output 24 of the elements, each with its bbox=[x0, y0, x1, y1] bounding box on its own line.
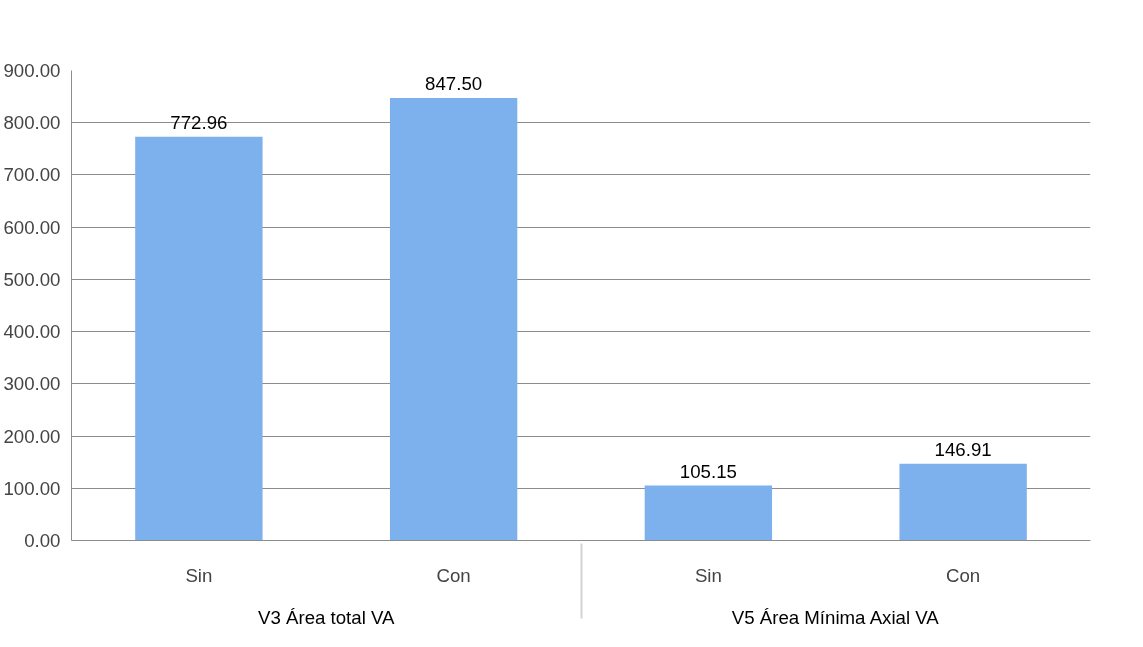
bar bbox=[644, 485, 773, 541]
data-label: 847.50 bbox=[425, 72, 483, 94]
x-tick-label: Con bbox=[946, 564, 981, 586]
data-label: 146.91 bbox=[934, 438, 992, 460]
y-tick-label: 800.00 bbox=[3, 112, 61, 134]
y-tick-label: 0.00 bbox=[24, 530, 61, 551]
text: V3 Área total VA bbox=[257, 606, 396, 628]
bar bbox=[135, 136, 263, 541]
bar bbox=[389, 97, 518, 541]
text: V5 Área Mínima Axial VA bbox=[731, 606, 940, 628]
y-tick-label: 100.00 bbox=[3, 477, 61, 499]
data-label: 105.15 bbox=[679, 460, 737, 482]
bar bbox=[899, 463, 1027, 541]
x-tick-label: Sin bbox=[185, 564, 213, 586]
y-tick-label: 200.00 bbox=[3, 425, 61, 447]
y-tick-label: 900.00 bbox=[3, 60, 61, 81]
y-tick-label: 600.00 bbox=[3, 216, 61, 238]
x-tick-label: Sin bbox=[694, 564, 722, 586]
y-tick-label: 500.00 bbox=[3, 268, 61, 290]
y-tick-label: 300.00 bbox=[3, 373, 61, 395]
y-tick-label: 400.00 bbox=[3, 321, 61, 343]
x-tick-label: Con bbox=[436, 564, 471, 586]
data-label: 772.96 bbox=[170, 111, 228, 133]
y-tick-label: 700.00 bbox=[3, 164, 61, 186]
